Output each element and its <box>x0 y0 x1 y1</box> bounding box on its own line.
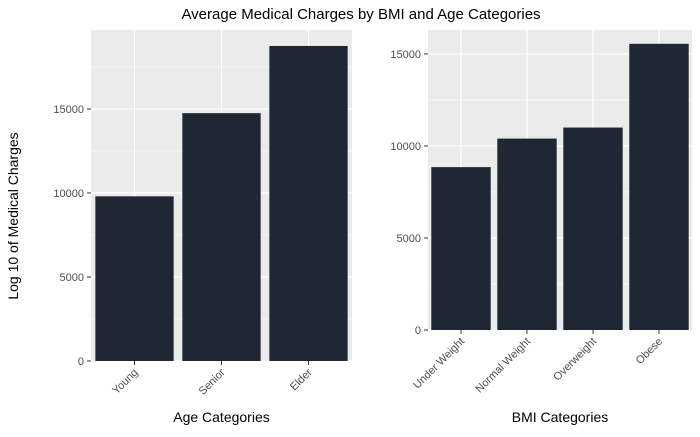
age-bar-elder <box>269 45 348 362</box>
age-chart-panel: 0 5000 10000 15000 Young Senior Elder Age Categ… <box>53 30 352 425</box>
age-x-axis-title: Age Categories <box>173 409 270 425</box>
age-x-tick-label: Elder <box>288 366 315 393</box>
age-bar-senior <box>182 113 261 362</box>
age-y-tick-label: 0 <box>78 356 84 368</box>
bmi-x-tick-label: Normal Weight <box>473 336 533 396</box>
bmi-bar-under-weight <box>431 167 491 330</box>
bmi-bar-obese <box>629 43 689 330</box>
bmi-y-tick-label: 5000 <box>397 233 421 245</box>
bmi-y-tick-label: 0 <box>415 325 421 337</box>
age-x-tick-label: Senior <box>197 366 228 397</box>
age-y-tick-label: 15000 <box>53 104 84 116</box>
bmi-bar-normal-weight <box>497 138 557 330</box>
bmi-y-tick-label: 15000 <box>390 49 421 61</box>
bmi-bar-overweight <box>563 127 623 330</box>
shared-y-axis-label: Log 10 of Medical Charges <box>5 132 21 299</box>
bmi-y-tick-label: 10000 <box>390 141 421 153</box>
bmi-chart-panel: 0 5000 10000 15000 Under Weight Normal Weight… <box>390 30 692 425</box>
bmi-x-tick-label: Obese <box>634 336 665 367</box>
bmi-x-axis-title: BMI Categories <box>512 409 608 425</box>
bmi-x-tick-label: Under Weight <box>411 336 467 392</box>
age-y-tick-label: 5000 <box>60 272 84 284</box>
age-y-tick-label: 10000 <box>53 188 84 200</box>
figure-title: Average Medical Charges by BMI and Age C… <box>181 6 540 23</box>
age-x-tick-label: Young <box>110 367 140 397</box>
age-bar-young <box>95 196 174 361</box>
bmi-x-tick-label: Overweight <box>551 336 599 384</box>
